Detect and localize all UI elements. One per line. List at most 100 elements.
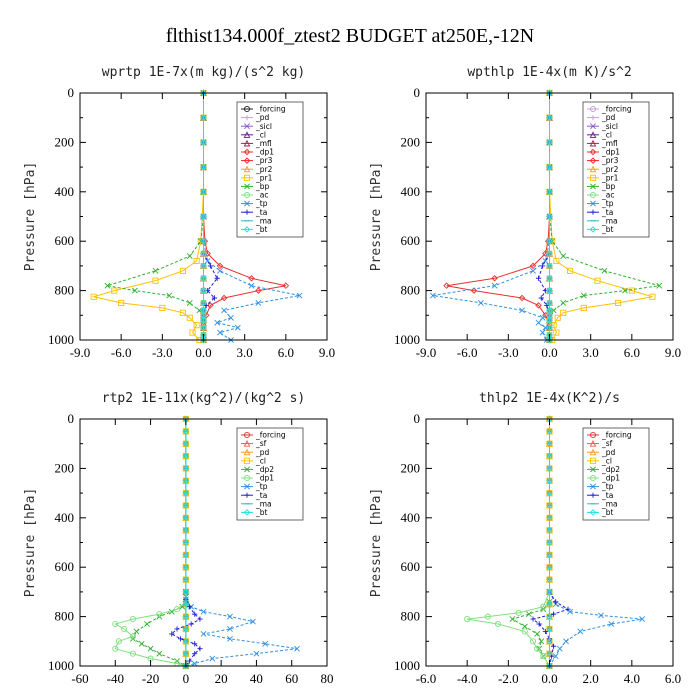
data-point bbox=[546, 163, 553, 171]
data-point bbox=[200, 630, 207, 637]
y-axis-label: Pressure [hPa] bbox=[369, 162, 384, 272]
legend-label: _pr1 bbox=[255, 173, 273, 182]
x-tick-label: -40 bbox=[107, 671, 124, 686]
data-point bbox=[539, 329, 546, 336]
legend-label: _tp bbox=[601, 482, 614, 491]
y-tick-label: 600 bbox=[55, 559, 75, 574]
data-point bbox=[152, 267, 159, 274]
data-point bbox=[253, 650, 260, 657]
data-point bbox=[234, 324, 241, 331]
y-tick-label: 1000 bbox=[394, 658, 420, 673]
data-point bbox=[553, 599, 559, 605]
data-point bbox=[129, 650, 136, 657]
legend-label: _sf bbox=[255, 439, 267, 448]
data-point bbox=[539, 314, 546, 321]
data-point bbox=[546, 428, 553, 435]
legend-marker bbox=[589, 165, 597, 173]
data-point bbox=[182, 526, 190, 534]
y-axis-label: Pressure [hPa] bbox=[23, 488, 38, 598]
data-point bbox=[200, 275, 207, 282]
data-point bbox=[207, 302, 214, 309]
series-dp1 bbox=[443, 89, 553, 344]
x-tick-label: 0 bbox=[183, 671, 190, 686]
data-point bbox=[197, 616, 203, 622]
legend-label: _dp1 bbox=[255, 474, 274, 483]
legend-marker bbox=[589, 148, 597, 156]
data-point bbox=[546, 489, 553, 497]
data-point bbox=[200, 336, 207, 344]
data-point bbox=[216, 262, 224, 270]
data-point bbox=[182, 514, 190, 522]
x-tick-label: -6.0 bbox=[416, 671, 437, 686]
data-point bbox=[294, 645, 300, 652]
legend-label: _forcing bbox=[601, 105, 632, 114]
legend-label: _tp bbox=[601, 199, 614, 208]
legend-label: _ta bbox=[255, 491, 267, 500]
y-tick-label: 800 bbox=[55, 609, 75, 624]
data-point bbox=[182, 551, 190, 559]
legend-label: _ma bbox=[601, 216, 618, 225]
data-point bbox=[177, 636, 184, 642]
y-tick-label: 400 bbox=[55, 184, 75, 199]
data-point bbox=[577, 628, 584, 635]
data-point bbox=[546, 625, 553, 633]
data-point bbox=[542, 324, 549, 331]
legend-marker bbox=[589, 157, 597, 164]
y-axis-label: Pressure [hPa] bbox=[369, 488, 384, 598]
legend-marker bbox=[589, 191, 597, 199]
data-point bbox=[207, 263, 213, 269]
data-point bbox=[133, 628, 140, 635]
x-tick-label: -3.0 bbox=[498, 345, 519, 360]
data-point bbox=[192, 641, 198, 647]
x-tick-label: 6.0 bbox=[624, 345, 640, 360]
data-point bbox=[649, 293, 656, 300]
data-point bbox=[546, 638, 553, 645]
data-point bbox=[639, 616, 646, 622]
data-point bbox=[182, 477, 190, 484]
data-point bbox=[111, 287, 118, 294]
data-point bbox=[249, 618, 256, 625]
legend-label: _dp1 bbox=[255, 148, 274, 157]
data-point bbox=[203, 302, 209, 309]
legend-marker bbox=[590, 492, 596, 498]
data-point bbox=[118, 299, 125, 307]
data-point bbox=[193, 322, 200, 329]
legend-label: _cl bbox=[601, 456, 612, 465]
series-bt bbox=[182, 415, 190, 670]
data-point bbox=[200, 324, 207, 331]
legend-marker bbox=[590, 123, 596, 130]
legend-marker bbox=[243, 226, 251, 233]
series-dp1 bbox=[464, 588, 553, 670]
legend-marker bbox=[243, 191, 251, 199]
legend-marker bbox=[589, 131, 597, 138]
data-point bbox=[200, 250, 207, 257]
data-point bbox=[546, 237, 553, 245]
data-point bbox=[200, 188, 207, 196]
legend-marker bbox=[244, 466, 250, 473]
legend-label: _sicl bbox=[601, 122, 618, 131]
data-point bbox=[594, 277, 601, 284]
x-tick-label: -9.0 bbox=[416, 345, 437, 360]
data-point bbox=[535, 319, 542, 326]
data-point bbox=[186, 300, 193, 306]
legend-label: _dp2 bbox=[601, 465, 620, 474]
legend-marker bbox=[243, 431, 251, 439]
data-point bbox=[552, 653, 559, 660]
data-point bbox=[477, 300, 484, 306]
data-point bbox=[563, 638, 569, 645]
legend-label: _mfl bbox=[601, 139, 618, 148]
data-point bbox=[565, 606, 571, 612]
data-point bbox=[129, 633, 136, 640]
data-point bbox=[193, 257, 200, 265]
y-tick-label: 1000 bbox=[48, 332, 74, 347]
legend-label: _dp1 bbox=[601, 148, 620, 157]
legend-label: _forcing bbox=[255, 105, 286, 114]
data-point bbox=[615, 299, 622, 307]
data-point bbox=[182, 489, 190, 497]
data-point bbox=[197, 646, 203, 652]
data-point bbox=[540, 263, 546, 269]
panel-title: wpthlp 1E-4x(m K)/s^2 bbox=[467, 65, 631, 80]
legend-label: _ta bbox=[255, 208, 267, 217]
data-point bbox=[182, 539, 190, 546]
legend-label: _sf bbox=[601, 439, 613, 448]
